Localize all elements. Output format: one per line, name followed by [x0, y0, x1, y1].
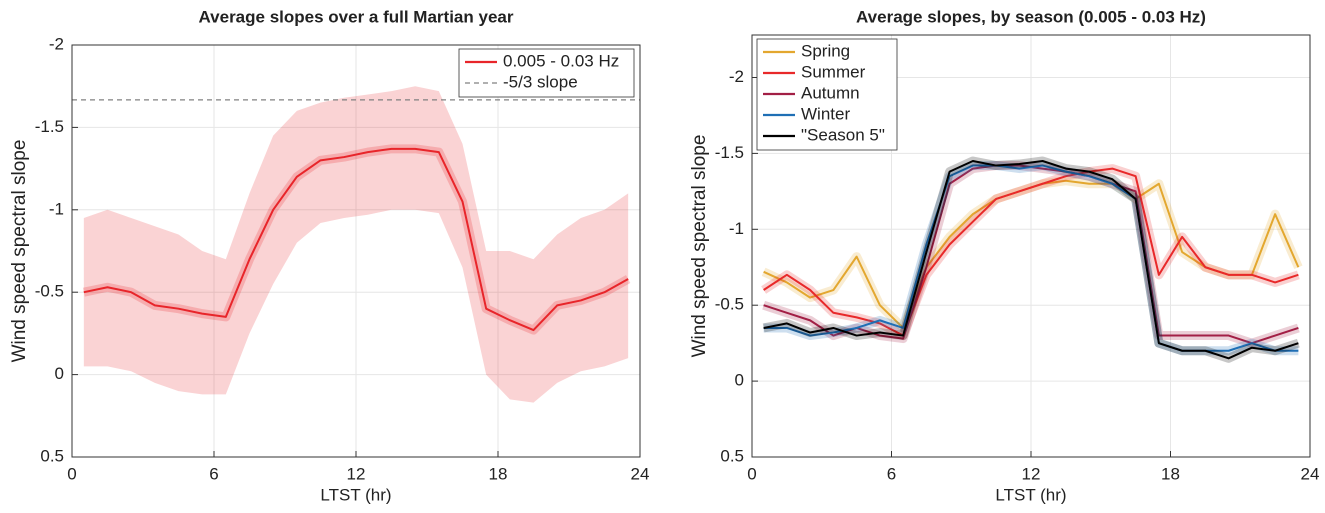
legend-box: [458, 48, 635, 98]
chart-title: Average slopes, by season (0.005 - 0.03 …: [856, 7, 1206, 26]
y-tick-label: 0.5: [40, 446, 64, 465]
x-tick-label: 18: [1161, 464, 1180, 483]
x-tick-label: 24: [631, 464, 650, 483]
x-tick-label: 0: [747, 464, 756, 483]
legend-label: -5/3 slope: [503, 72, 578, 91]
x-tick-label: 12: [1022, 464, 1041, 483]
y-tick-label: -1: [49, 199, 64, 218]
x-tick-label: 6: [209, 464, 218, 483]
x-tick-label: 6: [887, 464, 896, 483]
y-tick-label: -1: [729, 219, 744, 238]
legend-label: Autumn: [801, 83, 860, 102]
legend-label: 0.005 - 0.03 Hz: [503, 51, 619, 70]
plot-frame: [71, 44, 641, 458]
series-line: [763, 164, 1299, 352]
y-axis-label: Wind speed spectral slope: [9, 140, 30, 363]
y-tick-label: -0.5: [715, 295, 744, 314]
plot-frame: [751, 34, 1311, 458]
y-tick-label: 0: [55, 364, 64, 383]
x-axis-label: LTST (hr): [320, 485, 391, 504]
band: [83, 86, 629, 403]
series-line: [83, 147, 629, 332]
y-axis-label: Wind speed spectral slope: [689, 135, 710, 358]
y-tick-label: -1.5: [35, 117, 64, 136]
y-tick-label: -0.5: [35, 282, 64, 301]
series-line: [763, 167, 1299, 337]
legend-label: Spring: [801, 41, 850, 60]
legend-label: Summer: [801, 62, 866, 81]
legend-label: Winter: [801, 104, 850, 123]
x-tick-label: 0: [67, 464, 76, 483]
series-line: [763, 159, 1299, 360]
x-tick-label: 12: [347, 464, 366, 483]
y-tick-label: -2: [729, 67, 744, 86]
y-tick-label: -2: [49, 34, 64, 53]
y-tick-label: 0: [735, 371, 744, 390]
chart-title: Average slopes over a full Martian year: [199, 7, 514, 26]
x-tick-label: 18: [489, 464, 508, 483]
y-tick-label: -1.5: [715, 143, 744, 162]
legend-label: "Season 5": [801, 125, 885, 144]
x-axis-label: LTST (hr): [995, 485, 1066, 504]
x-tick-label: 24: [1301, 464, 1320, 483]
y-tick-label: 0.5: [720, 446, 744, 465]
